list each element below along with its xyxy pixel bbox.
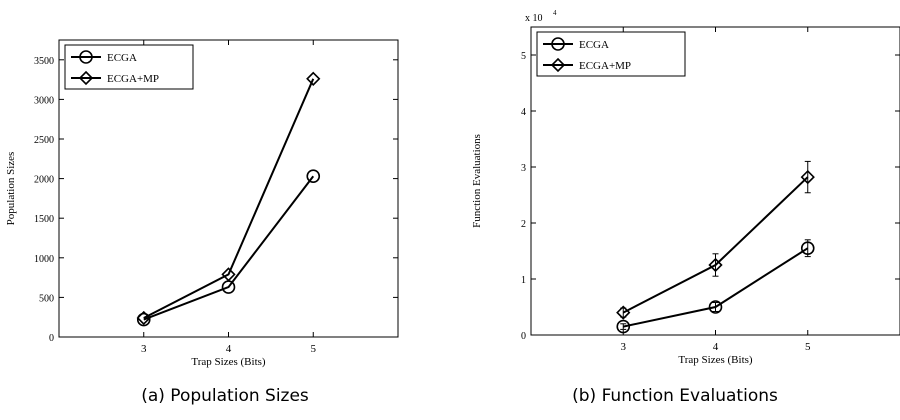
legend: ECGA ECGA+MP (64, 44, 194, 90)
legend-box (64, 44, 194, 90)
legend-label: ECGA+MP (107, 73, 159, 85)
y-axis-label: Function Evaluations (471, 134, 483, 228)
y-tick-label: 0 (49, 333, 54, 344)
y-tick-label: 2500 (34, 135, 54, 146)
legend-marker-circle (551, 37, 565, 51)
panel-population-sizes: 3 4 5 0 500 1000 1500 2000 2500 3000 3500 Trap Size… (5, 39, 399, 406)
panel-function-evaluations: 3 4 5 0 1 2 3 4 5 Trap Sizes (Bits) Function Evalu… (450, 0, 900, 420)
series-line (143, 175, 315, 321)
series-ecga-mp (616, 160, 815, 320)
y-axis-label: Population Sizes (5, 152, 17, 226)
x-axis-label: Trap Sizes (Bits) (678, 354, 752, 366)
y-exponent-power: 4 (553, 9, 557, 17)
legend-label: ECGA (107, 52, 137, 64)
y-tick-label: 1500 (34, 214, 54, 225)
y-tick-label: 3 (521, 163, 526, 174)
data-point-circle (306, 169, 321, 184)
x-axis-label: Trap Sizes (Bits) (191, 356, 265, 368)
data-point-diamond (708, 257, 723, 273)
caption-population-sizes: (a) Population Sizes (141, 386, 309, 406)
x-tick-label: 3 (141, 343, 147, 355)
data-point-diamond (136, 310, 151, 326)
data-point-circle (708, 300, 723, 314)
y-tick-label: 0 (521, 331, 526, 342)
y-exponent-label: x 10 (525, 13, 543, 24)
x-tick-label: 5 (311, 343, 317, 355)
y-tick-label: 3000 (34, 95, 54, 106)
legend-marker-diamond (550, 57, 566, 73)
y-tick-label: 2 (521, 219, 526, 230)
caption-function-evaluations: (b) Function Evaluations (572, 386, 778, 406)
function-evaluations-chart: 3 4 5 0 1 2 3 4 5 Trap Sizes (Bits) Function Evalu… (471, 9, 900, 366)
y-tick-label: 2000 (34, 175, 54, 186)
series-line (622, 176, 809, 314)
y-tick-label: 1000 (34, 254, 54, 265)
y-tick-label: 1 (521, 275, 526, 286)
population-sizes-chart: 3 4 5 0 500 1000 1500 2000 2500 3000 3500 Trap Size… (5, 39, 399, 368)
y-tick-label: 5 (521, 51, 526, 62)
x-tick-label: 3 (621, 341, 627, 353)
x-tick-label: 4 (226, 343, 232, 355)
x-tick-label: 5 (805, 341, 811, 353)
data-point-circle (136, 312, 151, 327)
legend-marker-diamond (78, 70, 94, 86)
legend-label: ECGA (579, 39, 609, 51)
series-line (143, 78, 315, 319)
data-point-diamond (800, 169, 815, 185)
legend-label: ECGA+MP (579, 60, 631, 72)
series-ecga-mp (136, 71, 321, 326)
data-point-diamond (221, 267, 236, 282)
series-ecga (136, 169, 321, 327)
data-point-circle (616, 319, 631, 334)
y-tick-label: 4 (521, 107, 526, 118)
y-tick-label: 500 (39, 293, 54, 304)
series-ecga (616, 239, 815, 334)
data-point-circle (800, 241, 815, 255)
x-tick-label: 4 (713, 341, 719, 353)
y-tick-label: 3500 (34, 56, 54, 67)
data-point-diamond (616, 305, 631, 320)
legend-marker-circle (79, 50, 93, 64)
legend: ECGA ECGA+MP (536, 31, 686, 77)
data-point-diamond (306, 71, 321, 86)
